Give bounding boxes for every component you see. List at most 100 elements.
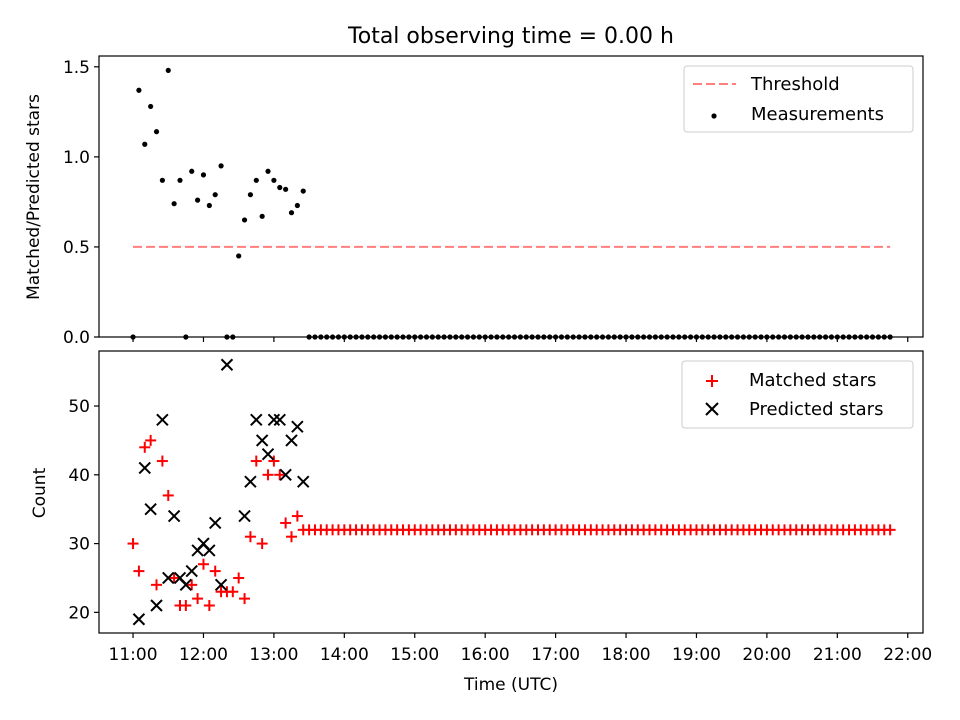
measurement-point	[652, 334, 658, 340]
count-panel-x-axis: 11:00 12:00 13:00 14:00 15:00 16:00 17:00 18:00…	[109, 633, 932, 665]
measurement-point	[423, 334, 430, 340]
measurement-point	[611, 334, 617, 340]
measurements-legend-label: Measurements	[751, 104, 884, 125]
measurement-point	[635, 334, 641, 340]
predicted-star-point	[208, 516, 222, 530]
measurement-point	[376, 334, 383, 340]
measurement-point	[558, 334, 565, 340]
matched-star-point	[151, 579, 163, 591]
measurement-point	[599, 334, 606, 340]
measurement-point	[705, 334, 711, 340]
predicted-legend-label: Predicted stars	[749, 399, 883, 420]
count-x-tick-label: 18:00	[602, 645, 651, 665]
predicted-star-point	[267, 413, 281, 426]
matched-star-point	[186, 579, 198, 591]
measurement-point	[869, 334, 876, 340]
measurement-point	[353, 334, 359, 340]
measurement-point	[341, 334, 347, 340]
count-x-tick-label: 15:00	[390, 645, 439, 665]
measurement-point	[464, 334, 471, 340]
predicted-star-point	[220, 358, 234, 371]
measurement-point	[230, 334, 236, 340]
measurement-point	[588, 334, 594, 340]
measurement-point	[130, 334, 136, 340]
measurement-point	[822, 334, 829, 340]
count-x-tick-label: 13:00	[249, 645, 298, 665]
measurement-point	[687, 334, 694, 340]
measurement-point	[335, 334, 342, 340]
matched-star-point	[197, 558, 209, 570]
count-y-tick-label: 50	[68, 397, 90, 417]
measurement-point	[840, 334, 846, 340]
predicted-star-point	[238, 509, 251, 523]
count-y-tick-label: 30	[68, 535, 90, 555]
measurement-point	[641, 334, 647, 340]
matched-legend-label: Matched stars	[749, 370, 876, 391]
measurement-point	[787, 334, 793, 340]
matched-star-point	[192, 593, 204, 605]
matched-star-point	[139, 441, 151, 453]
measurement-point	[365, 334, 371, 340]
measurement-point	[617, 334, 623, 340]
measurement-point	[136, 87, 142, 93]
matched-star-point	[233, 572, 245, 584]
measurement-point	[758, 334, 764, 340]
measurement-point	[265, 168, 271, 174]
measurement-point	[506, 334, 512, 340]
matched-star-point	[168, 572, 180, 584]
predicted-star-point	[179, 578, 193, 592]
measurement-point	[711, 334, 717, 340]
measurement-point	[371, 334, 377, 340]
measurement-point	[200, 172, 207, 178]
predicted-star-point	[250, 413, 263, 426]
predicted-star-point	[285, 434, 298, 447]
predicted-star-point	[244, 475, 257, 488]
measurement-point	[218, 163, 224, 169]
measurement-point	[723, 334, 729, 340]
measurement-point	[159, 177, 165, 183]
count-x-tick-label: 20:00	[742, 645, 791, 665]
measurement-point	[805, 334, 811, 340]
predicted-star-point	[156, 413, 169, 426]
ratio-panel-marks	[130, 67, 893, 340]
measurement-point	[717, 334, 723, 340]
measurement-point	[288, 210, 295, 216]
predicted-star-point	[162, 571, 175, 585]
measurement-point	[535, 334, 541, 340]
measurement-point	[576, 334, 582, 340]
matched-star-point	[286, 531, 298, 543]
count-legend-frame	[681, 360, 914, 429]
measurement-point	[852, 334, 858, 340]
measurement-point	[529, 334, 535, 340]
measurement-point	[347, 334, 353, 340]
matched-star-point	[127, 538, 139, 550]
measurement-point	[564, 334, 570, 340]
count-panel-legend: Matched stars Predicted stars	[681, 360, 914, 429]
ratio-y-tick-label: 0.5	[63, 238, 90, 258]
measurement-point	[388, 334, 394, 340]
measurement-point	[764, 334, 770, 340]
count-x-tick-label: 16:00	[461, 645, 510, 665]
measurement-point	[887, 334, 893, 340]
measurement-point	[547, 334, 553, 340]
matched-star-point	[209, 565, 221, 577]
measurement-point	[177, 177, 183, 183]
count-x-tick-label: 22:00	[883, 645, 932, 665]
predicted-star-point	[214, 578, 228, 592]
ratio-y-tick-label: 1.5	[63, 58, 90, 78]
measurement-point	[881, 334, 887, 340]
predicted-star-point	[291, 420, 304, 433]
measurement-point	[306, 334, 312, 340]
matched-star-point	[244, 531, 256, 543]
measurement-point	[183, 334, 189, 340]
measurement-point	[746, 334, 752, 340]
matched-star-point	[227, 586, 239, 598]
predicted-star-point	[167, 509, 181, 523]
measurement-point	[846, 334, 852, 340]
matched-star-point	[203, 599, 215, 611]
measurement-point	[752, 334, 758, 340]
count-panel: Count Time (UTC) 20 30 40 50 11:00 12:00 13:0…	[30, 350, 932, 695]
measurement-point	[817, 334, 823, 340]
measurement-point	[359, 334, 365, 340]
